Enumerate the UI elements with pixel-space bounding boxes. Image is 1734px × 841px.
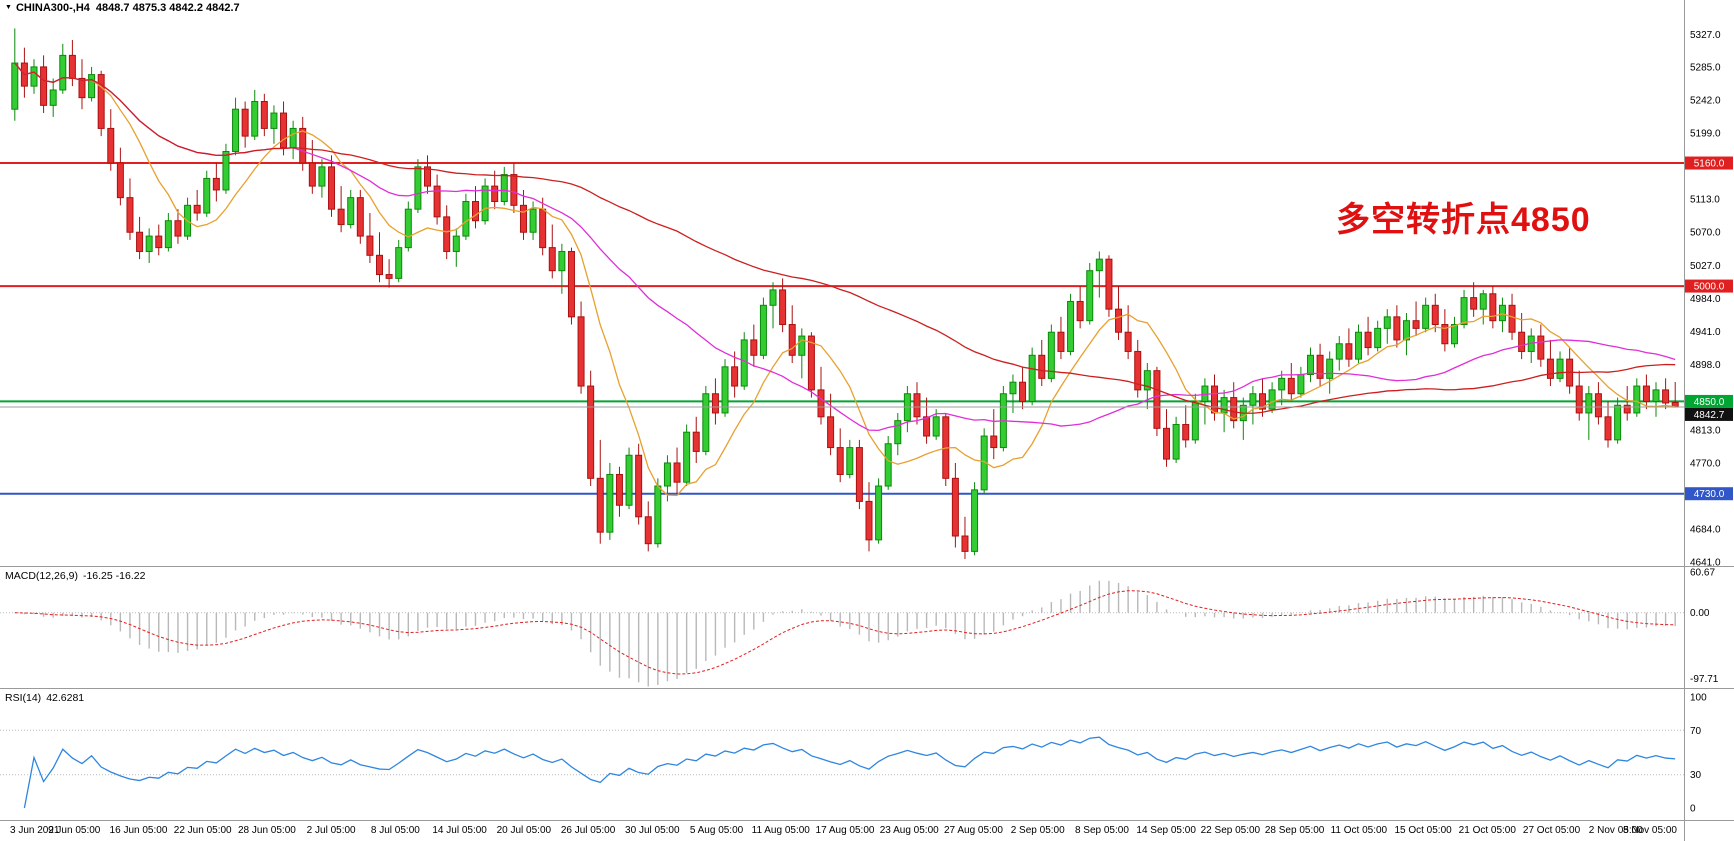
ohlc-values: 4848.7 4875.3 4842.2 4842.7 xyxy=(95,2,240,14)
svg-text:9 Jun 05:00: 9 Jun 05:00 xyxy=(48,825,101,836)
candles xyxy=(11,28,1679,560)
svg-text:23 Aug 05:00: 23 Aug 05:00 xyxy=(880,825,939,836)
svg-text:8 Jul 05:00: 8 Jul 05:00 xyxy=(371,825,420,836)
svg-text:5242.0: 5242.0 xyxy=(1690,95,1721,106)
rsi-value: 42.6281 xyxy=(46,692,85,704)
svg-text:0.00: 0.00 xyxy=(1690,608,1710,619)
svg-text:2 Jul 05:00: 2 Jul 05:00 xyxy=(307,825,356,836)
svg-text:4770.0: 4770.0 xyxy=(1690,458,1721,469)
horizontal-level-lines xyxy=(0,162,1684,495)
svg-text:30: 30 xyxy=(1690,770,1702,781)
svg-text:70: 70 xyxy=(1690,726,1702,737)
svg-text:5 Aug 05:00: 5 Aug 05:00 xyxy=(690,825,744,836)
rsi-axis: 100 70 30 0 xyxy=(1690,693,1707,815)
svg-text:0: 0 xyxy=(1690,804,1696,815)
svg-text:22 Jun 05:00: 22 Jun 05:00 xyxy=(174,825,232,836)
svg-text:4898.0: 4898.0 xyxy=(1690,360,1721,371)
macd-indicator-label: MACD(12,26,9) -16.25 -16.22 xyxy=(5,570,145,582)
svg-text:27 Oct 05:00: 27 Oct 05:00 xyxy=(1523,825,1581,836)
svg-text:100: 100 xyxy=(1690,693,1707,704)
svg-text:5000.0: 5000.0 xyxy=(1694,282,1725,293)
svg-text:11 Oct 05:00: 11 Oct 05:00 xyxy=(1331,825,1388,836)
svg-text:30 Jul 05:00: 30 Jul 05:00 xyxy=(625,825,680,836)
svg-text:4641.0: 4641.0 xyxy=(1690,558,1721,569)
rsi-name: RSI(14) xyxy=(5,692,42,704)
svg-text:4984.0: 4984.0 xyxy=(1690,294,1721,305)
svg-text:28 Sep 05:00: 28 Sep 05:00 xyxy=(1265,825,1325,836)
macd-values: -16.25 -16.22 xyxy=(82,570,146,582)
svg-text:4941.0: 4941.0 xyxy=(1690,327,1721,338)
svg-text:60.67: 60.67 xyxy=(1690,567,1715,578)
symbol-title: CHINA300-,H4 xyxy=(15,2,90,14)
rsi-level-lines xyxy=(0,729,1684,776)
price-axis: 5327.0 5285.0 5242.0 5199.0 5113.0 5070.0 5027… xyxy=(1690,30,1721,569)
svg-text:16 Jun 05:00: 16 Jun 05:00 xyxy=(110,825,168,836)
svg-text:2 Nov 05:00: 2 Nov 05:00 xyxy=(1589,825,1643,836)
macd-histogram xyxy=(23,580,1676,687)
symbol-info: ▼ CHINA300-,H4 4848.7 4875.3 4842.2 4842.7 xyxy=(5,2,240,14)
macd-axis: 60.67 0.00 -97.71 xyxy=(1690,567,1719,684)
svg-text:-97.71: -97.71 xyxy=(1690,674,1719,685)
macd-signal-line xyxy=(14,590,1676,675)
svg-text:4813.0: 4813.0 xyxy=(1690,425,1721,436)
svg-text:21 Oct 05:00: 21 Oct 05:00 xyxy=(1459,825,1517,836)
svg-text:22 Sep 05:00: 22 Sep 05:00 xyxy=(1201,825,1261,836)
svg-text:8 Sep 05:00: 8 Sep 05:00 xyxy=(1075,825,1129,836)
annotation-text: 多空转折点4850 xyxy=(1336,201,1591,239)
svg-text:8 Nov 05:00: 8 Nov 05:00 xyxy=(1623,825,1677,836)
price-badges: 5160.0 5000.0 4850.0 4842.7 4730.0 xyxy=(1685,156,1733,501)
svg-text:11 Aug 05:00: 11 Aug 05:00 xyxy=(752,825,811,836)
svg-text:5327.0: 5327.0 xyxy=(1690,30,1721,41)
chevron-down-icon[interactable]: ▼ xyxy=(5,4,12,11)
macd-name: MACD(12,26,9) xyxy=(5,570,78,582)
rsi-indicator-label: RSI(14) 42.6281 xyxy=(5,692,84,704)
svg-text:5285.0: 5285.0 xyxy=(1690,62,1721,73)
moving-average-lines xyxy=(14,62,1676,497)
svg-text:5160.0: 5160.0 xyxy=(1694,159,1725,170)
svg-text:15 Oct 05:00: 15 Oct 05:00 xyxy=(1394,825,1452,836)
svg-text:5199.0: 5199.0 xyxy=(1690,129,1721,140)
svg-text:14 Jul 05:00: 14 Jul 05:00 xyxy=(432,825,487,836)
svg-text:4730.0: 4730.0 xyxy=(1694,489,1725,500)
svg-text:2 Sep 05:00: 2 Sep 05:00 xyxy=(1011,825,1065,836)
svg-text:4842.7: 4842.7 xyxy=(1694,410,1725,421)
svg-text:20 Jul 05:00: 20 Jul 05:00 xyxy=(497,825,552,836)
svg-text:5113.0: 5113.0 xyxy=(1690,195,1720,206)
svg-text:14 Sep 05:00: 14 Sep 05:00 xyxy=(1136,825,1196,836)
svg-text:26 Jul 05:00: 26 Jul 05:00 xyxy=(561,825,616,836)
svg-text:28 Jun 05:00: 28 Jun 05:00 xyxy=(238,825,296,836)
svg-text:27 Aug 05:00: 27 Aug 05:00 xyxy=(944,825,1003,836)
svg-text:4684.0: 4684.0 xyxy=(1690,525,1721,536)
svg-text:4850.0: 4850.0 xyxy=(1694,397,1725,408)
svg-text:17 Aug 05:00: 17 Aug 05:00 xyxy=(816,825,875,836)
svg-text:3 Jun 2021: 3 Jun 2021 xyxy=(10,825,60,836)
svg-text:5070.0: 5070.0 xyxy=(1690,228,1721,239)
svg-text:5027.0: 5027.0 xyxy=(1690,261,1721,272)
rsi-line xyxy=(23,736,1676,809)
